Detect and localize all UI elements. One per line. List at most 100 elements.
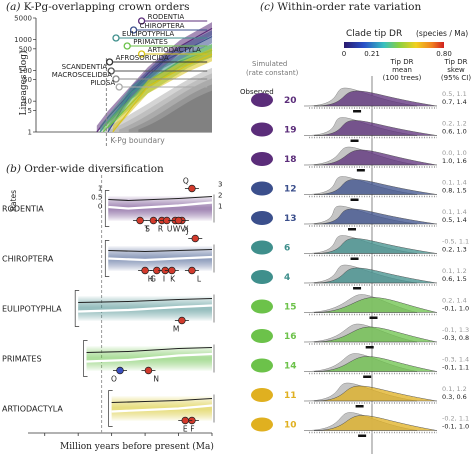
clade-silhouette-icon [251,388,273,402]
shift-tick-label: 1 [218,203,222,211]
order-crown-node [105,58,114,66]
shift-label: K [170,275,176,284]
panel-a-title-text: K-Pg-overlapping crown orders [23,1,190,13]
order-line-artiodactyla [112,53,213,133]
skew-ci-simulated: 0.1, 1.4 [442,208,467,216]
colorbar-tick: 0.21 [364,50,380,58]
row-rate-line [108,195,213,202]
clade-silhouette-icon [251,329,273,343]
shift-tick-label: 2 [218,192,222,200]
observed-density [313,90,438,107]
shift-label: O [111,375,117,384]
y-tick-label: 1 [28,129,32,137]
shift-label: L [197,275,202,284]
order-crown-node [112,34,120,42]
skew-ci-observed: -0.1, 1.0 [442,305,469,313]
shift-point [136,216,144,225]
shift-point [116,366,124,375]
simulated-label-line2: (rate constant) [246,69,299,77]
skew-ci-observed: -0.1, 1.1 [442,364,469,372]
shift-label: Q [183,177,189,186]
y-tick-label: 5000 [14,15,32,23]
order-label: PRIMATES [133,38,168,46]
clade-silhouette-icon [251,358,273,373]
tipdr-mean-line1: Tip DR [390,58,414,66]
observed-density [313,297,438,313]
y-tick-label: 10 [23,98,32,106]
shift-label: M [173,325,179,334]
clade-id: 10 [284,421,297,431]
row-bracket [104,190,110,227]
shift-point [181,416,189,425]
clade-silhouette-icon [251,152,273,166]
observed-density [313,415,438,431]
order-crown-node [107,67,115,75]
observed-density [313,238,438,254]
skew-ci-observed: 0.7, 1.4 [442,98,467,106]
clade-id: 11 [284,391,297,401]
y-tick-label: 5 [28,107,32,115]
clade-silhouette-icon [251,122,273,137]
panel-b-chart: 100806040200RODENTIAQSTURVWXCHIROPTERAJG… [2,175,222,436]
row-rate-line [108,248,213,253]
clade-id: 4 [284,273,290,283]
clade-id: 12 [284,185,297,195]
shift-tick-label: 3 [218,181,222,189]
row-rate-line-white [86,352,213,363]
shift-label: H [148,275,154,284]
shift-label: R [158,225,163,234]
skew-ci-simulated: -0.3, 1.4 [442,356,469,364]
row-bracket [74,290,80,327]
row-rate-line-white [111,404,213,413]
tipdr-skew-line1: Tip DR [444,58,468,66]
order-label: AFROSORICIDA [116,54,169,62]
skew-ci-simulated: 0.1, 1.4 [442,179,467,187]
order-crown-node [129,26,138,34]
y-tick-label: 50 [23,76,32,84]
row-bracket [104,240,110,277]
panel-b-title-text: Order-wide diversification [24,163,164,175]
shift-point [178,316,186,325]
shift-label: J [185,227,188,236]
tipdr-mean-bar [363,375,372,378]
colorbar-title: Clade tip DR [346,29,402,39]
tipdr-mean-bar [356,169,365,172]
order-label: MACROSCELIDEA [52,71,112,79]
shift-point [144,366,153,375]
row-rate-band [108,206,212,211]
clade-id: 16 [284,332,297,342]
shift-label: X [184,225,189,234]
tipdr-mean-bar [358,434,367,437]
shift-label: U [167,225,173,234]
shift-label: T [143,225,149,234]
panel-c-letter: (c) [260,1,275,13]
y-tick-label: 100 [19,67,32,75]
shift-point [141,266,149,275]
clade-id: 19 [284,126,297,136]
rates-tick-label: 0.5 [91,194,102,202]
simulated-label-line1: Simulated [252,60,287,68]
clade-id: 20 [284,96,297,106]
observed-density [313,208,438,225]
row-label: ARTIODACTYLA [2,405,63,414]
tipdr-skew-line3: (95% CI) [441,74,471,82]
clade-silhouette-icon [251,299,273,314]
order-crown-node [123,42,131,50]
clade-id: 15 [284,303,297,313]
kpg-label: K-Pg boundary [110,136,165,145]
row-rate-line [78,297,213,304]
row-rate-line [86,346,213,354]
skew-ci-observed: 0.6, 1.0 [442,128,467,136]
row-rate-band [108,204,212,213]
clade-id: 13 [284,214,297,224]
row-label: PRIMATES [2,355,42,364]
row-label: EULIPOTYPHLA [2,305,62,314]
clade-silhouette-icon [251,270,273,284]
colorbar-tick: 0.80 [436,50,452,58]
skew-ci-simulated: -0.5, 1.1 [442,238,469,246]
rates-tick-label: 1 [98,185,102,193]
shift-point [188,184,196,193]
clade-silhouette-icon [251,240,273,255]
row-rate-band [108,198,212,219]
row-bracket [108,390,113,427]
